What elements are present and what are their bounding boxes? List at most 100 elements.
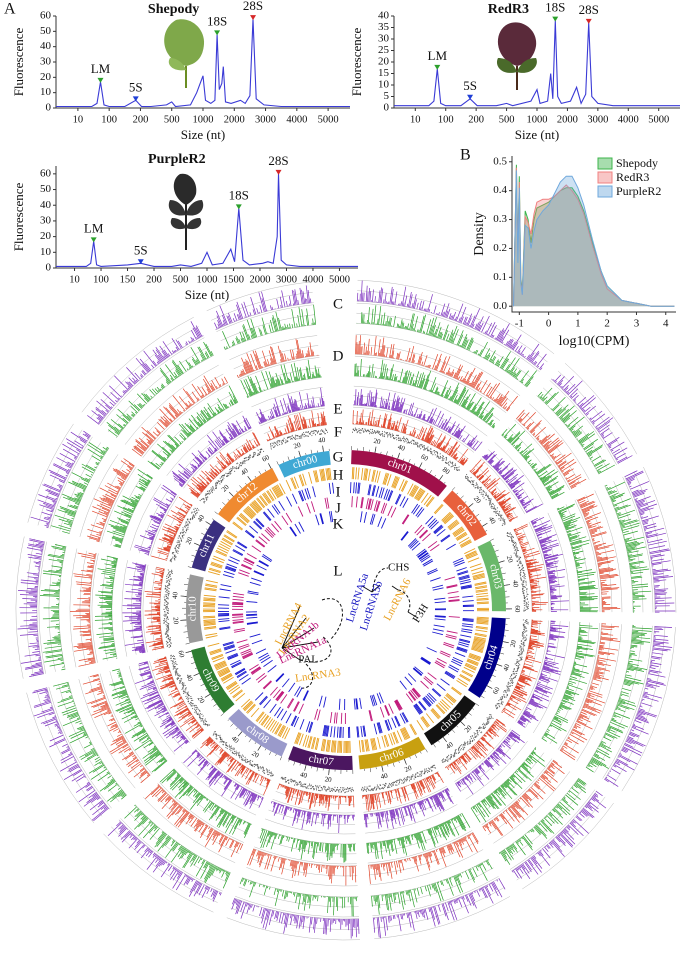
chromosome-tick-label: 40 bbox=[184, 673, 194, 683]
track-texture bbox=[107, 820, 222, 902]
peak-marker bbox=[552, 16, 559, 22]
feature-track bbox=[249, 633, 277, 673]
track-texture bbox=[624, 470, 676, 613]
chromosome-tick bbox=[237, 731, 243, 737]
track-guide bbox=[556, 508, 581, 612]
track-texture bbox=[501, 619, 545, 719]
track-guide bbox=[514, 419, 571, 491]
track-guide bbox=[158, 402, 239, 470]
chromosome-tick bbox=[439, 475, 444, 481]
panel-label: A bbox=[4, 1, 16, 18]
feature-track bbox=[456, 616, 489, 688]
track-texture bbox=[247, 848, 357, 886]
track-guide bbox=[445, 718, 498, 768]
track-guide bbox=[357, 279, 555, 355]
track-guide bbox=[549, 622, 590, 745]
track-guide bbox=[111, 557, 119, 659]
track-guide bbox=[110, 472, 145, 546]
track-label: K bbox=[333, 516, 344, 532]
track-guide bbox=[166, 411, 243, 476]
peak-label: 5S bbox=[134, 242, 148, 257]
track-guide bbox=[15, 536, 25, 679]
track-guide bbox=[150, 495, 179, 557]
track-texture bbox=[556, 503, 599, 613]
chromosome-tick-label: 20 bbox=[509, 639, 518, 648]
chromosome-tick-label: 80 bbox=[441, 466, 452, 477]
track-guide bbox=[515, 620, 549, 722]
track-guide bbox=[363, 785, 447, 813]
gene-label: CHS bbox=[388, 562, 409, 574]
track-texture bbox=[122, 562, 147, 654]
peak-label: 18S bbox=[229, 187, 249, 202]
feature-track bbox=[353, 692, 384, 710]
track-guide bbox=[354, 355, 507, 414]
x-tick-label: 500 bbox=[173, 274, 189, 285]
track-guide bbox=[530, 521, 552, 612]
chromosome-band bbox=[423, 695, 476, 746]
feature-track bbox=[236, 639, 267, 683]
chromosome-tick-label: 40 bbox=[239, 466, 250, 477]
track-guide bbox=[251, 386, 323, 408]
y-axis-label: Fluorescence bbox=[349, 27, 364, 96]
feature-track bbox=[238, 545, 262, 577]
track-texture bbox=[371, 859, 493, 915]
track-guide bbox=[259, 405, 325, 425]
chromosome-tick bbox=[482, 522, 488, 527]
track-texture bbox=[537, 387, 615, 475]
peak-marker bbox=[97, 77, 104, 83]
track-texture bbox=[199, 448, 265, 504]
chromosome-band bbox=[288, 746, 353, 770]
legend-swatch bbox=[597, 157, 613, 170]
feature-track bbox=[262, 680, 304, 714]
track-guide bbox=[529, 403, 590, 480]
track-guide bbox=[370, 858, 489, 897]
chromosome-tick bbox=[374, 446, 377, 453]
y-tick-label: 20 bbox=[378, 56, 390, 68]
chromosome-tick-label: 20 bbox=[220, 483, 231, 494]
track-guide bbox=[90, 326, 199, 419]
chromosome-tick bbox=[419, 462, 423, 468]
track-guide bbox=[147, 661, 190, 743]
track-guide bbox=[481, 456, 527, 514]
track-guide bbox=[354, 375, 494, 429]
x-tick-label: 200 bbox=[468, 114, 484, 125]
track-guide bbox=[142, 384, 229, 458]
y-tick-label: 40 bbox=[378, 10, 390, 22]
track-guide bbox=[356, 302, 540, 372]
track-guide bbox=[482, 759, 554, 827]
track-guide bbox=[81, 316, 194, 413]
chromosome-tick bbox=[193, 542, 200, 546]
x-tick-label: 1000 bbox=[193, 114, 214, 125]
feature-track bbox=[358, 723, 417, 753]
feature-track bbox=[433, 503, 472, 548]
track-guide bbox=[159, 782, 245, 843]
feature-track bbox=[464, 548, 490, 612]
x-tick-label: 100 bbox=[438, 114, 454, 125]
track-guide bbox=[140, 564, 147, 653]
track-guide bbox=[371, 867, 494, 907]
peak-label: 28S bbox=[268, 153, 288, 168]
chromosome-tick bbox=[322, 445, 324, 452]
track-guide bbox=[522, 802, 614, 890]
track-guide bbox=[101, 555, 109, 661]
peak-marker bbox=[434, 64, 441, 70]
peak-label: 18S bbox=[207, 13, 227, 28]
x-tick-label: 4000 bbox=[286, 114, 307, 125]
density-area-fill bbox=[513, 164, 675, 307]
track-texture bbox=[517, 620, 569, 728]
chromosome-tick-label: 20 bbox=[172, 617, 180, 625]
feature-track bbox=[291, 482, 335, 504]
chromosome-tick-label: 20 bbox=[196, 695, 207, 706]
track-guide bbox=[58, 546, 67, 670]
track-guide bbox=[46, 687, 111, 810]
feature-track bbox=[255, 512, 293, 548]
chromosome-tick-label: 40 bbox=[444, 740, 455, 751]
trace-line bbox=[56, 19, 350, 108]
track-guide bbox=[183, 429, 253, 489]
chromosome-tick-label: 60 bbox=[491, 685, 502, 695]
y-tick-label: 0.1 bbox=[493, 271, 507, 283]
chromosome-tick-label: 20 bbox=[184, 536, 194, 546]
track-texture bbox=[277, 783, 355, 811]
x-tick-label: 5000 bbox=[329, 274, 350, 285]
